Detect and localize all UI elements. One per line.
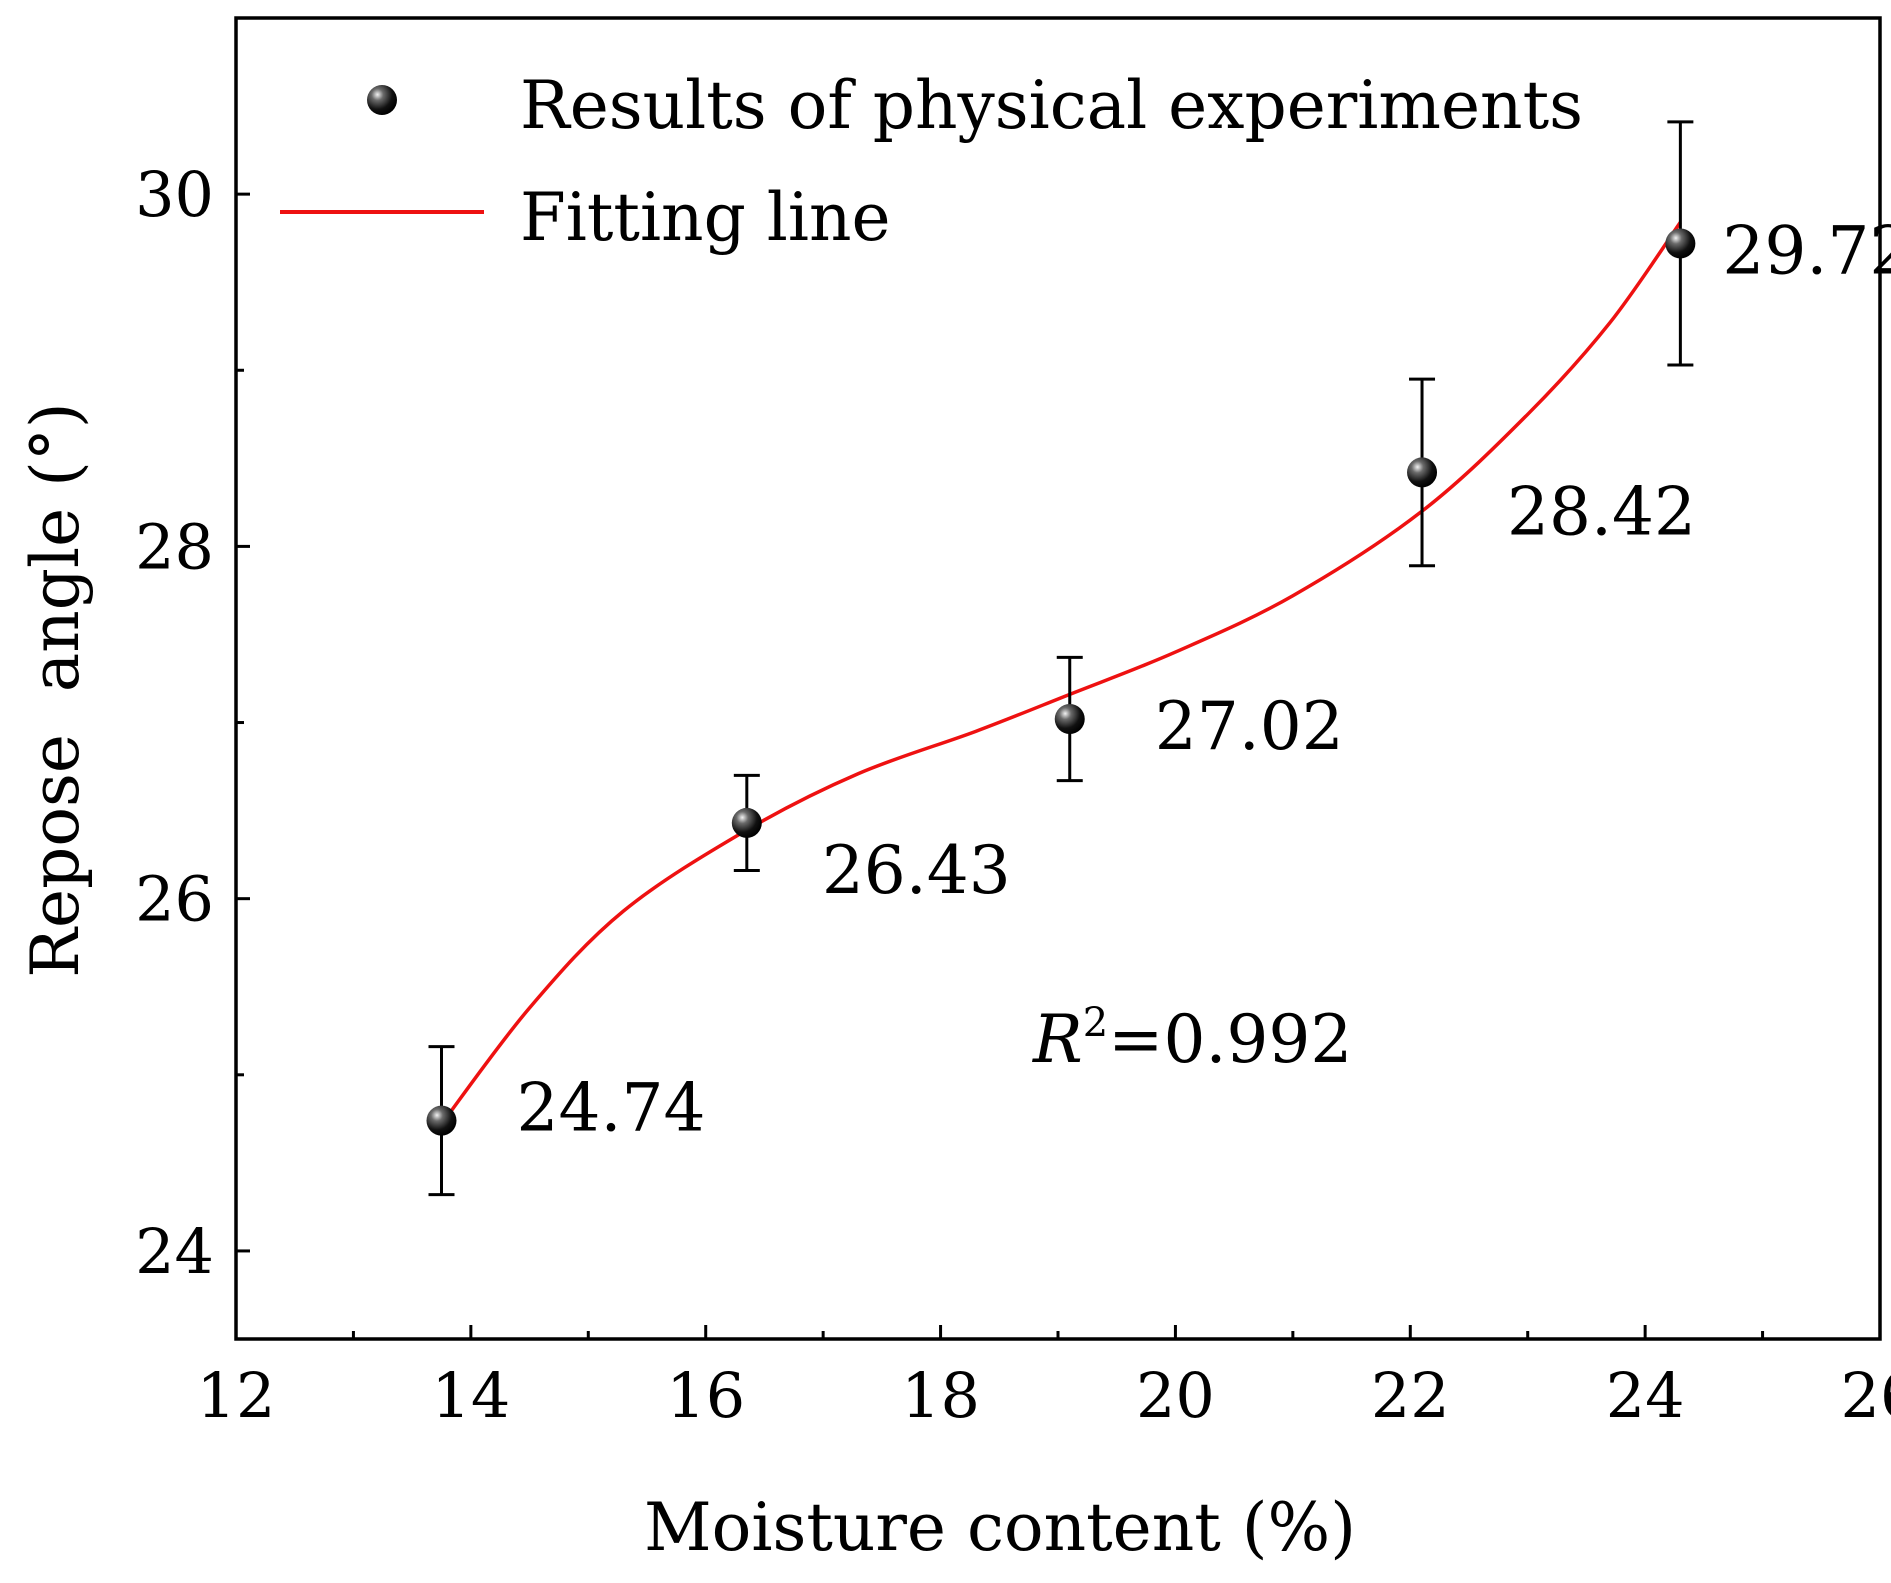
data-point-group: 24.74 xyxy=(427,1047,706,1195)
data-point-group: 27.02 xyxy=(1055,657,1344,780)
data-point-group: 29.72 xyxy=(1665,122,1891,365)
y-tick-label: 26 xyxy=(135,863,214,936)
data-point-group: 28.42 xyxy=(1407,379,1696,566)
x-tick-label: 22 xyxy=(1371,1359,1450,1432)
r-squared-letter: R xyxy=(1032,1001,1083,1078)
data-point-group: 26.43 xyxy=(732,775,1011,909)
x-axis-label: Moisture content (%) xyxy=(644,1489,1356,1566)
legend: Results of physical experiments Fitting … xyxy=(280,67,1583,256)
x-tick-label: 20 xyxy=(1136,1359,1215,1432)
x-tick-label: 26 xyxy=(1841,1359,1891,1432)
data-label: 29.72 xyxy=(1722,212,1891,289)
data-label: 26.43 xyxy=(822,832,1011,909)
data-label: 27.02 xyxy=(1155,688,1344,765)
y-axis-ticks: 24 26 28 30 xyxy=(135,158,250,1288)
legend-label-fitting-line: Fitting line xyxy=(520,179,891,256)
r-squared-value: =0.992 xyxy=(1108,1001,1352,1078)
fitting-line xyxy=(442,222,1681,1124)
x-tick-label: 14 xyxy=(431,1359,510,1432)
y-axis-label: Repose angle (°) xyxy=(17,402,94,977)
data-label: 24.74 xyxy=(517,1070,706,1147)
x-axis-ticks: 12 14 16 18 20 22 24 26 xyxy=(197,1325,1891,1432)
fit-layer xyxy=(442,222,1681,1124)
x-tick-label: 18 xyxy=(901,1359,980,1432)
y-tick-label: 28 xyxy=(135,510,214,583)
data-point xyxy=(732,808,762,838)
data-label: 28.42 xyxy=(1507,473,1696,550)
plot-frame xyxy=(236,18,1880,1339)
data-point xyxy=(1055,704,1085,734)
y-tick-label: 24 xyxy=(135,1215,214,1288)
x-tick-label: 12 xyxy=(197,1359,276,1432)
x-tick-label: 16 xyxy=(666,1359,745,1432)
r-squared-exponent: 2 xyxy=(1083,1000,1108,1046)
legend-marker-experiments xyxy=(367,85,397,115)
y-tick-label: 30 xyxy=(135,158,214,231)
x-tick-label: 24 xyxy=(1606,1359,1685,1432)
legend-label-experiments: Results of physical experiments xyxy=(520,67,1583,144)
data-point xyxy=(1407,457,1437,487)
r-squared-annotation: R2=0.992 xyxy=(1032,1000,1352,1078)
data-point xyxy=(1665,228,1695,258)
data-point xyxy=(427,1106,457,1136)
